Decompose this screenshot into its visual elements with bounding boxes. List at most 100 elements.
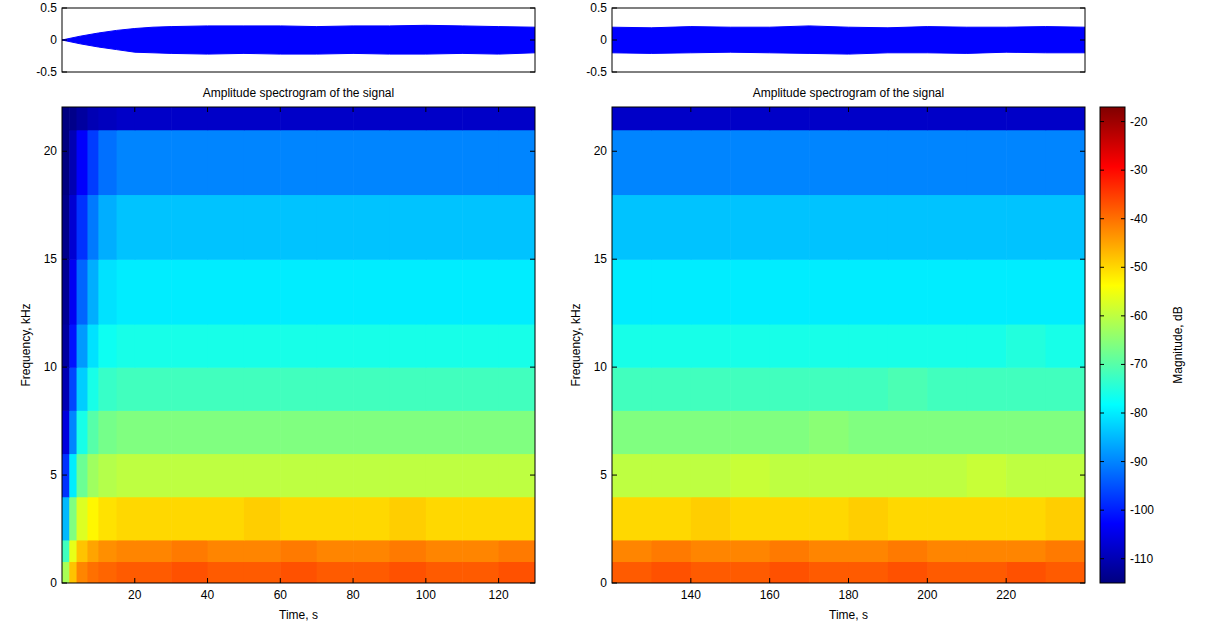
spectrogram-cell	[353, 497, 390, 541]
spectrogram-cell	[651, 107, 691, 130]
spectrogram-cell	[770, 259, 810, 324]
spectrogram-cell	[849, 130, 889, 195]
tick	[1100, 267, 1104, 268]
tick	[690, 578, 691, 583]
spectrogram-cell	[1046, 367, 1085, 411]
tick-label: 220	[996, 588, 1016, 602]
spectrogram-cell	[69, 540, 77, 562]
tick-label: 20	[128, 588, 142, 602]
spectrogram-cell	[770, 540, 810, 562]
tick-label: 0	[50, 576, 57, 590]
spectrogram-cell	[135, 259, 172, 324]
spectrogram-cell	[353, 259, 390, 324]
spectrogram-cell	[888, 194, 928, 259]
spectrogram-cell	[499, 453, 535, 497]
spectrogram-cell	[171, 561, 208, 583]
spectrogram-cell	[462, 410, 499, 454]
spectrogram-cell	[499, 497, 535, 541]
tick	[1121, 315, 1125, 316]
spectrogram-cell	[389, 194, 426, 259]
tick	[1080, 583, 1085, 584]
spectrogram-cell	[612, 453, 652, 497]
spectrogram-cell	[171, 324, 208, 368]
spectrogram-cell	[967, 259, 1007, 324]
spectrogram-cell	[353, 561, 390, 583]
spectrogram-cell	[98, 561, 117, 583]
spectrogram-cell	[62, 453, 70, 497]
spectrogram-cell	[849, 561, 889, 583]
spectrogram-cell	[317, 540, 354, 562]
spectrogram-cell	[1046, 107, 1085, 130]
tick	[1100, 315, 1104, 316]
tick	[1121, 413, 1125, 414]
spectrogram-cell	[171, 497, 208, 541]
spectrogram-cell	[171, 130, 208, 195]
tick	[425, 578, 426, 583]
spectrogram-cell	[849, 410, 889, 454]
spectrogram-cell	[87, 497, 99, 541]
spectrogram-cell	[927, 324, 967, 368]
spectrogram-cell	[809, 410, 849, 454]
spectrogram-cell	[244, 367, 281, 411]
spectrogram-cell	[135, 107, 172, 130]
tick	[1100, 218, 1104, 219]
spectrogram-cell	[98, 410, 117, 454]
spectrogram-cell	[691, 410, 731, 454]
tick	[612, 475, 617, 476]
spectrogram-cell	[389, 497, 426, 541]
spectrogram-cell	[1046, 561, 1085, 583]
spectrogram-cell	[1006, 194, 1046, 259]
tick-label: -70	[1130, 357, 1148, 371]
spectrogram-cell	[69, 107, 77, 130]
axis-title: Time, s	[279, 608, 318, 622]
spectrogram-cell	[117, 194, 136, 259]
spectrogram-cell	[117, 410, 136, 454]
spectrogram-cell	[849, 324, 889, 368]
plot-background	[612, 8, 1085, 72]
spectrogram-cell	[730, 453, 770, 497]
tick-label: 5	[600, 468, 607, 482]
spectrogram-cell	[809, 367, 849, 411]
spectrogram-cell	[809, 453, 849, 497]
spectrogram-cell	[927, 259, 967, 324]
spectrogram-cell	[135, 561, 172, 583]
spectrogram-cell	[208, 497, 245, 541]
spectrogram-cell	[317, 367, 354, 411]
tick	[612, 583, 617, 584]
spectrogram-cell	[691, 107, 731, 130]
spectrogram-cell	[135, 130, 172, 195]
spectrogram-cell	[280, 194, 317, 259]
tick-label: 100	[416, 588, 436, 602]
spectrogram-cell	[730, 324, 770, 368]
spectrogram-cell	[77, 367, 89, 411]
spectrogram-cell	[77, 410, 89, 454]
tick-label: 0	[600, 33, 607, 47]
spectrogram-cell	[426, 367, 463, 411]
spectrogram-cell	[62, 497, 70, 541]
spectrogram-axes: Amplitude spectrogram of the signal14016…	[569, 86, 1086, 622]
spectrogram-cell	[62, 259, 70, 324]
colorbar-label: Magnitude, dB	[1171, 306, 1185, 383]
spectrogram-cell	[691, 540, 731, 562]
spectrogram-cell	[888, 259, 928, 324]
tick-label: 140	[681, 588, 701, 602]
spectrogram-cell	[280, 324, 317, 368]
plot-frame	[612, 107, 1085, 583]
tick	[1100, 364, 1104, 365]
tick-label: 0.5	[40, 1, 57, 15]
tick	[62, 40, 67, 41]
spectrogram-cell	[770, 194, 810, 259]
tick	[769, 578, 770, 583]
waveform-data	[62, 25, 535, 54]
spectrogram-cell	[612, 130, 652, 195]
spectrogram-cell	[98, 453, 117, 497]
spectrogram-cell	[353, 540, 390, 562]
tick	[1121, 267, 1125, 268]
spectrogram-cell	[691, 453, 731, 497]
tick	[1121, 218, 1125, 219]
spectrogram-cell	[651, 497, 691, 541]
spectrogram-cell	[69, 497, 77, 541]
spectrogram-cell	[426, 259, 463, 324]
spectrogram-cell	[770, 107, 810, 130]
spectrogram-cell	[117, 130, 136, 195]
